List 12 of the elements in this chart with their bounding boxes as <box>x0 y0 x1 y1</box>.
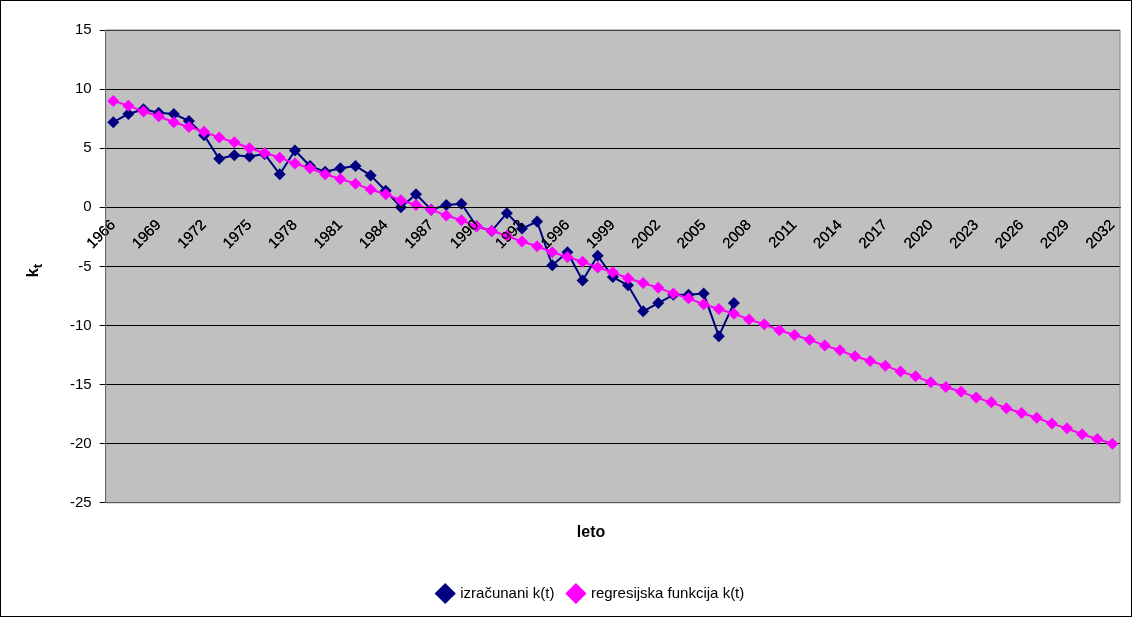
y-tick-label: -15 <box>69 374 92 392</box>
y-tick-label: -10 <box>69 315 92 333</box>
legend-label: regresijska funkcija k(t) <box>590 583 745 601</box>
y-tick-label: 0 <box>83 197 92 215</box>
y-tick-label: -25 <box>69 492 92 510</box>
legend-label: izračunani k(t) <box>460 583 555 601</box>
y-tick-label: -5 <box>78 256 92 274</box>
x-axis-title: leto <box>576 523 606 541</box>
y-tick-label: 5 <box>83 138 92 156</box>
y-tick-label: -20 <box>69 433 92 451</box>
y-tick-label: 15 <box>74 20 92 38</box>
y-tick-label: 10 <box>74 79 92 97</box>
